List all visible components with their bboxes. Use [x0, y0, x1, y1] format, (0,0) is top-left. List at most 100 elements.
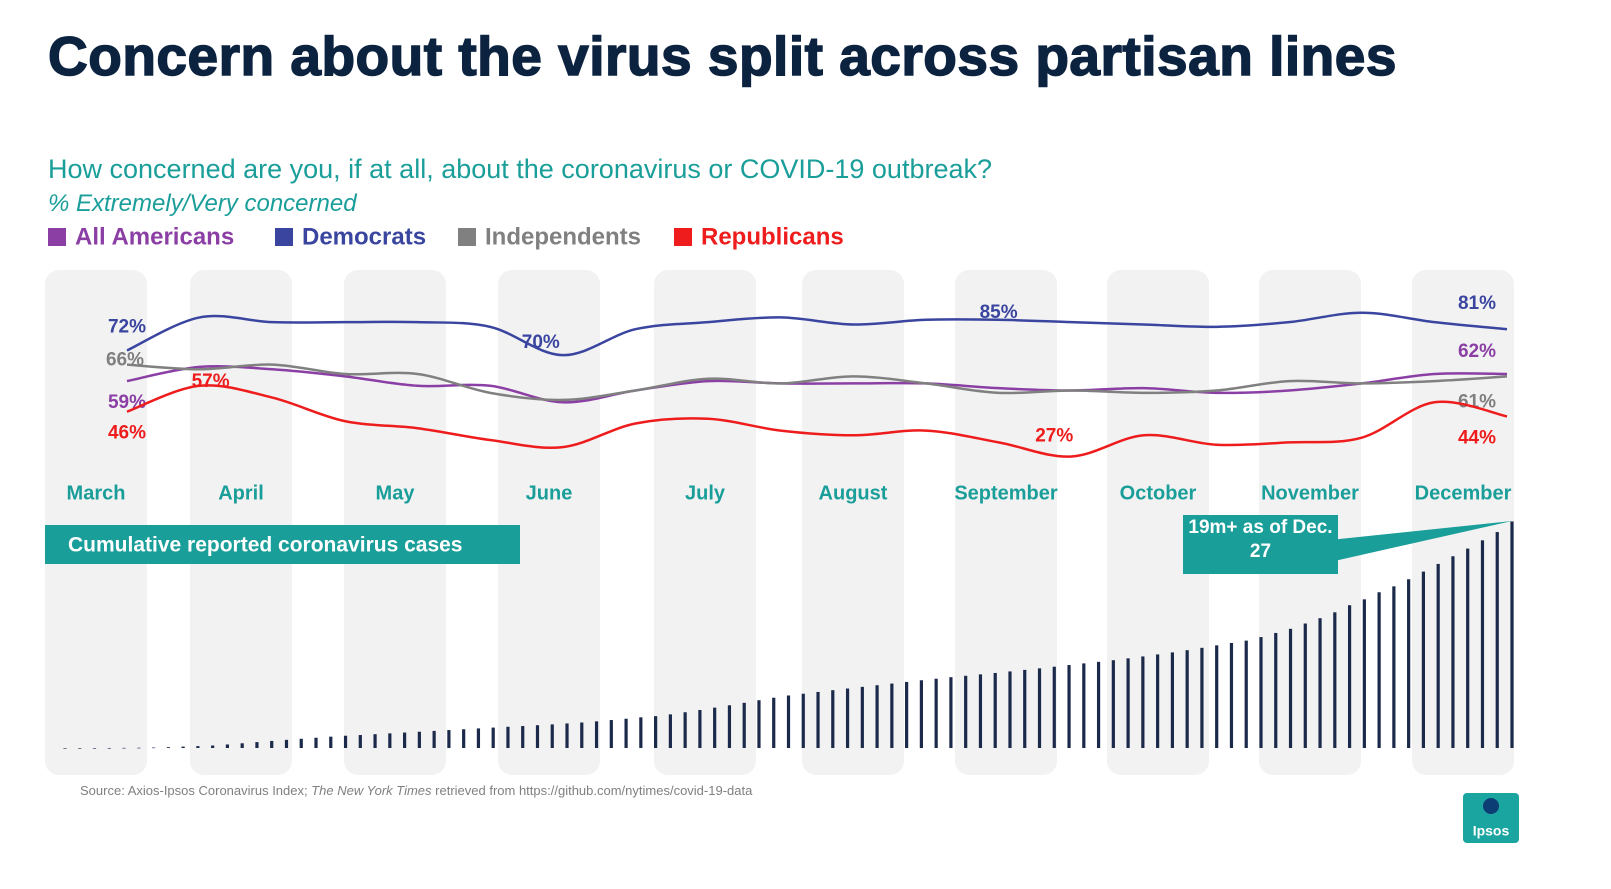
bar — [107, 748, 111, 749]
data-label: 57% — [192, 371, 230, 392]
bar — [757, 700, 761, 748]
bar — [299, 738, 303, 748]
bar-chart-title-box — [45, 525, 520, 564]
bar — [654, 716, 658, 748]
bar — [816, 691, 820, 748]
bar — [63, 748, 67, 749]
bar — [343, 735, 348, 748]
bar — [1023, 669, 1027, 748]
bar — [609, 720, 613, 748]
legend-label: Independents — [485, 223, 641, 250]
data-label: 81% — [1458, 293, 1496, 314]
series-line — [126, 363, 1508, 402]
bar — [1156, 654, 1160, 748]
bar — [1510, 521, 1514, 748]
series-line — [126, 311, 1508, 357]
bar — [225, 744, 230, 748]
bar — [1200, 647, 1204, 748]
bar — [639, 717, 643, 748]
month-column — [190, 270, 292, 775]
source-text: Source: Axios-Ipsos Coronavirus Index; — [80, 783, 312, 798]
bar — [801, 693, 805, 748]
bar — [151, 747, 156, 749]
bar — [491, 727, 495, 748]
data-label: 66% — [106, 350, 144, 371]
x-tick-label: August — [819, 482, 888, 504]
subtitle: How concerned are you, if at all, about … — [48, 154, 992, 184]
bar — [1480, 540, 1485, 748]
bar — [698, 710, 702, 748]
bar — [1347, 605, 1352, 748]
month-column — [1107, 270, 1209, 775]
logo-text: Ipsos — [1473, 823, 1510, 839]
legend-swatch — [275, 228, 293, 246]
x-tick-label: November — [1261, 482, 1359, 504]
bar — [1288, 628, 1293, 748]
bar — [845, 688, 850, 748]
bar — [772, 697, 776, 748]
bar — [447, 730, 451, 748]
bar — [462, 729, 466, 748]
bar — [521, 726, 525, 748]
bar — [594, 721, 599, 748]
bar — [1215, 645, 1219, 748]
bar — [1170, 652, 1174, 748]
bar — [373, 734, 377, 748]
bar — [742, 702, 746, 748]
x-tick-label: June — [526, 482, 573, 504]
bar — [1303, 623, 1307, 748]
legend-swatch — [674, 228, 692, 246]
bar — [1259, 637, 1263, 748]
bar — [668, 714, 672, 748]
x-tick-label: July — [685, 482, 726, 504]
bar — [1377, 592, 1381, 748]
x-tick-label: December — [1415, 482, 1512, 504]
bar-chart-title: Cumulative reported coronavirus cases — [68, 534, 462, 557]
bar — [1466, 548, 1470, 748]
legend-label: All Americans — [75, 223, 234, 250]
x-tick-label: May — [376, 482, 416, 504]
bar — [476, 728, 481, 748]
x-tick-label: September — [954, 482, 1058, 504]
data-label: 44% — [1458, 427, 1496, 448]
bar — [1082, 663, 1086, 748]
logo-box — [1463, 793, 1519, 843]
bar — [1333, 612, 1337, 748]
bar — [1451, 556, 1455, 748]
bar — [284, 739, 289, 748]
month-column — [955, 270, 1057, 775]
bar — [255, 742, 259, 748]
x-tick-label: March — [67, 482, 126, 504]
bar — [535, 725, 540, 748]
data-label: 61% — [1458, 391, 1496, 412]
bar — [860, 686, 864, 748]
bar — [1037, 668, 1042, 748]
bar — [240, 743, 244, 748]
bar — [786, 695, 791, 748]
bar — [1318, 618, 1322, 748]
bar — [550, 724, 554, 748]
month-column — [45, 270, 147, 775]
bar — [1421, 571, 1426, 748]
bar — [727, 705, 732, 748]
bar — [1096, 661, 1101, 748]
source-text: The New York Times — [311, 783, 432, 798]
data-label: 70% — [522, 332, 560, 353]
bar — [905, 681, 909, 748]
bar — [624, 718, 628, 748]
bar — [1407, 579, 1411, 748]
bar — [1141, 656, 1145, 748]
month-column — [344, 270, 446, 775]
bar — [122, 747, 126, 749]
bar — [1495, 532, 1499, 748]
bar — [1274, 632, 1278, 748]
bar — [403, 732, 407, 748]
data-label: 46% — [108, 423, 146, 444]
data-label: 85% — [980, 302, 1018, 323]
bar — [196, 746, 200, 748]
bar — [949, 677, 953, 748]
annotation: 19m+ as of Dec. 27 — [1188, 517, 1333, 562]
legend-swatch — [458, 228, 476, 246]
bar — [1111, 660, 1115, 748]
bar — [211, 745, 215, 748]
